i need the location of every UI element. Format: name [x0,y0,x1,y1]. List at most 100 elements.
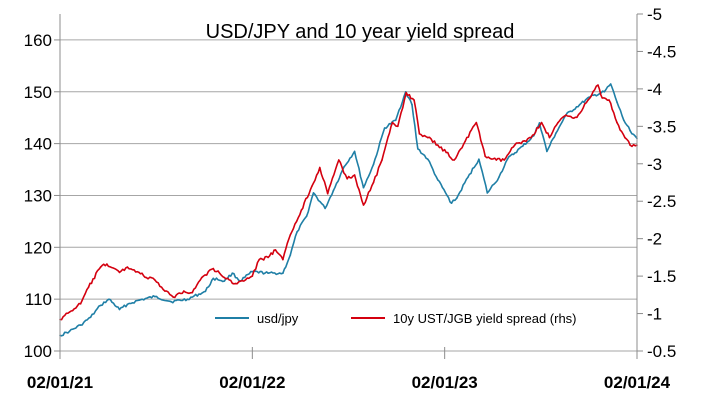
axes [59,14,638,351]
data-point [456,197,458,199]
data-point [521,140,524,143]
data-point [450,202,453,204]
data-point [608,99,610,101]
x-tick-label: 02/01/22 [219,373,285,392]
right-y-tick-label: -5 [647,5,662,24]
data-point [513,144,516,146]
data-point [506,158,509,160]
data-point [191,291,194,294]
data-point [186,298,189,301]
data-point [629,144,631,146]
left-y-tick-label: 100 [24,342,52,361]
data-point [68,311,71,313]
data-point [353,174,356,176]
left-y-tick-label: 140 [24,135,52,154]
right-y-tick-label: -1.5 [647,267,676,286]
data-point [362,186,365,189]
data-point [212,277,215,280]
data-point [154,295,156,298]
data-point [274,249,277,251]
right-y-tick-label: -1 [647,305,662,324]
data-point [587,99,589,101]
data-point [557,121,559,124]
data-point [234,282,237,285]
data-point [154,279,156,281]
data-point [603,91,606,93]
data-point [138,271,140,274]
data-point [204,290,207,293]
data-point [629,129,631,132]
data-point [616,101,618,103]
data-point [548,136,551,139]
data-point [311,185,313,187]
series-line-yield-spread [59,84,638,321]
data-point [183,290,185,292]
data-point [427,136,429,139]
legend-label-usdjpy: usd/jpy [257,311,299,326]
data-point [346,178,349,180]
data-point [138,299,140,302]
data-point [164,290,166,292]
data-point [565,114,567,116]
data-point [381,159,383,161]
data-point [289,234,292,236]
data-point [495,159,498,161]
legend: usd/jpy 10y UST/JGB yield spread (rhs) [215,311,577,326]
data-point [282,272,284,275]
data-point [172,296,175,298]
data-point [282,258,284,261]
x-tick-label: 02/01/24 [604,373,671,392]
right-y-tick-labels: -0.5 -1 -1.5 -2 -2.5 -3 -3.5 -4 -4.5 -5 [647,5,676,361]
data-point [223,276,226,279]
right-y-tick-label: -4.5 [647,42,676,61]
data-point [106,263,108,265]
data-point [99,304,102,307]
gridlines [54,13,643,352]
series-line-usdjpy [59,83,638,337]
data-point [251,275,254,277]
data-point [405,91,408,94]
data-point [576,116,578,119]
data-point [417,148,419,150]
right-y-tick-label: -4 [647,80,662,99]
data-point [338,159,340,161]
data-point [267,256,269,259]
data-point [383,127,386,129]
data-point [300,209,303,211]
data-point [223,280,226,282]
data-point [326,192,329,195]
data-point [453,159,456,161]
data-point [623,119,625,122]
data-point [530,136,532,139]
left-y-tick-labels: 100 110 120 130 140 150 160 [24,31,52,361]
data-point [578,103,581,106]
data-point [332,189,335,192]
data-point [362,204,365,206]
x-tick-label: 02/01/23 [412,373,478,392]
data-point [427,158,429,160]
right-y-tick-label: -2 [647,230,662,249]
data-point [413,99,415,101]
data-point [231,272,234,275]
chart-title: USD/JPY and 10 year yield spread [206,21,515,43]
right-y-tick-label: -3.5 [647,117,676,136]
data-point [411,103,413,106]
x-tick-labels: 02/01/21 02/01/22 02/01/23 02/01/24 [27,373,671,392]
data-point [296,231,298,233]
data-point [445,151,448,154]
data-point [486,192,489,194]
right-y-tick-label: -0.5 [647,342,676,361]
data-point [200,276,203,279]
data-point [498,176,500,179]
data-point [126,303,129,306]
data-point [170,300,172,303]
data-point [616,121,618,124]
data-point [68,330,71,333]
data-point [503,159,506,161]
legend-label-yield-spread: 10y UST/JGB yield spread (rhs) [393,311,577,326]
data-point [99,266,102,268]
data-point [521,145,524,147]
data-point [467,176,469,179]
x-tick-marks [59,347,638,359]
